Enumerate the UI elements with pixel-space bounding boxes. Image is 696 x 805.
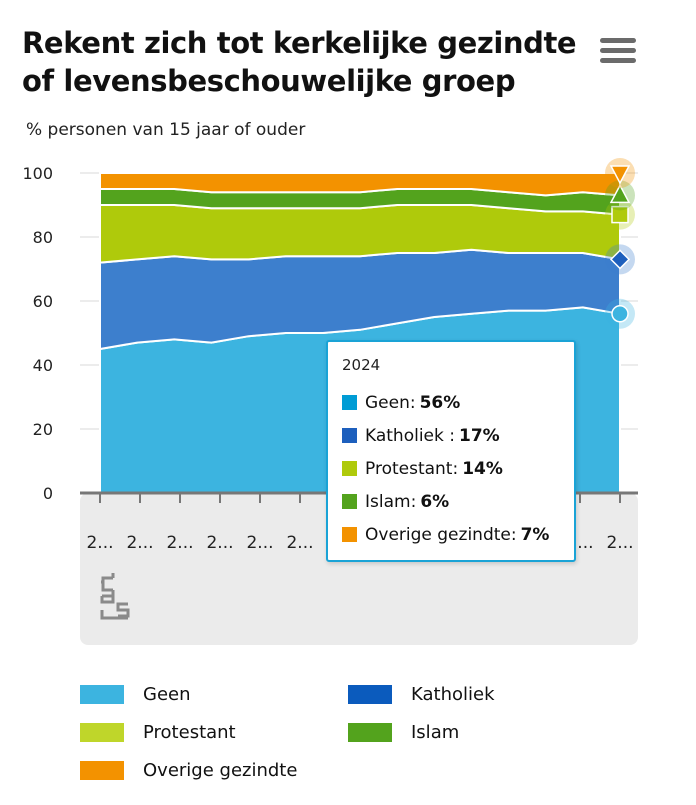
y-tick-label: 0 — [43, 484, 53, 503]
tooltip-value: 56% — [419, 392, 461, 413]
tooltip-swatch — [342, 395, 357, 410]
legend-swatch — [348, 723, 392, 742]
y-tick-label: 100 — [22, 164, 53, 183]
title-line-2: of levensbeschouwelijke groep — [22, 64, 516, 98]
tooltip-label: Protestant: — [365, 458, 459, 479]
legend-item-protestant[interactable]: Protestant — [80, 722, 236, 743]
legend-item-katholiek[interactable]: Katholiek — [348, 684, 495, 705]
legend-label: Protestant — [143, 722, 236, 743]
tooltip-row: Overige gezindte: 7% — [342, 518, 574, 551]
tooltip-swatch — [342, 428, 357, 443]
point-marker — [609, 183, 631, 204]
legend-label: Islam — [411, 722, 460, 743]
point-marker — [609, 249, 631, 270]
hamburger-menu-icon[interactable] — [600, 38, 636, 66]
x-tick-label: 2... — [286, 533, 313, 553]
legend-label: Katholiek — [411, 684, 495, 705]
x-tick-label: 2... — [206, 533, 233, 553]
chart-subtitle: % personen van 15 jaar of ouder — [26, 120, 306, 140]
tooltip-swatch — [342, 494, 357, 509]
tooltip-label: Geen: — [365, 392, 416, 413]
x-tick-label: 2... — [606, 533, 633, 553]
legend-swatch — [348, 685, 392, 704]
page-title: Rekent zich tot kerkelijke gezindte of l… — [22, 24, 582, 100]
legend-swatch — [80, 685, 124, 704]
tooltip-value: 17% — [459, 425, 500, 446]
y-tick-label: 20 — [33, 420, 53, 439]
legend-item-islam[interactable]: Islam — [348, 722, 459, 743]
tooltip-label: Overige gezindte: — [365, 524, 517, 545]
area-protestant[interactable] — [99, 204, 621, 264]
point-marker — [609, 165, 631, 185]
point-marker — [611, 305, 629, 323]
title-line-1: Rekent zich tot kerkelijke gezindte — [22, 26, 577, 60]
tooltip-value: 6% — [420, 491, 450, 512]
x-tick-label: 2... — [126, 533, 153, 553]
legend-label: Geen — [143, 684, 191, 705]
legend-item-overige-gezindte[interactable]: Overige gezindte — [80, 760, 297, 781]
legend-item-geen[interactable]: Geen — [80, 684, 191, 705]
tooltip-row: Geen: 56% — [342, 386, 574, 419]
cbs-logo-icon — [100, 573, 130, 620]
y-tick-label: 40 — [33, 356, 53, 375]
tooltip-year: 2024 — [342, 356, 381, 374]
legend-swatch — [80, 723, 124, 742]
tooltip-value: 14% — [462, 458, 503, 479]
x-tick-label: 2... — [166, 533, 193, 553]
y-tick-label: 60 — [33, 292, 53, 311]
legend-swatch — [80, 761, 124, 780]
tooltip-value: 7% — [520, 524, 550, 545]
tooltip: 2024 Geen: 56% Katholiek :17% Protestant: 14… — [326, 340, 576, 562]
tooltip-row: Katholiek :17% — [342, 419, 574, 452]
point-marker — [611, 205, 629, 224]
tooltip-swatch — [342, 527, 357, 542]
tooltip-swatch — [342, 461, 357, 476]
hover-markers — [605, 158, 635, 329]
x-tick-label: 2... — [246, 533, 273, 553]
legend-label: Overige gezindte — [143, 760, 298, 781]
tooltip-label: Katholiek : — [365, 425, 455, 446]
tooltip-row: Islam: 6% — [342, 485, 574, 518]
tooltip-row: Protestant: 14% — [342, 452, 574, 485]
y-tick-label: 80 — [33, 228, 53, 247]
x-tick-label: 2... — [86, 533, 113, 553]
tooltip-label: Islam: — [365, 491, 417, 512]
